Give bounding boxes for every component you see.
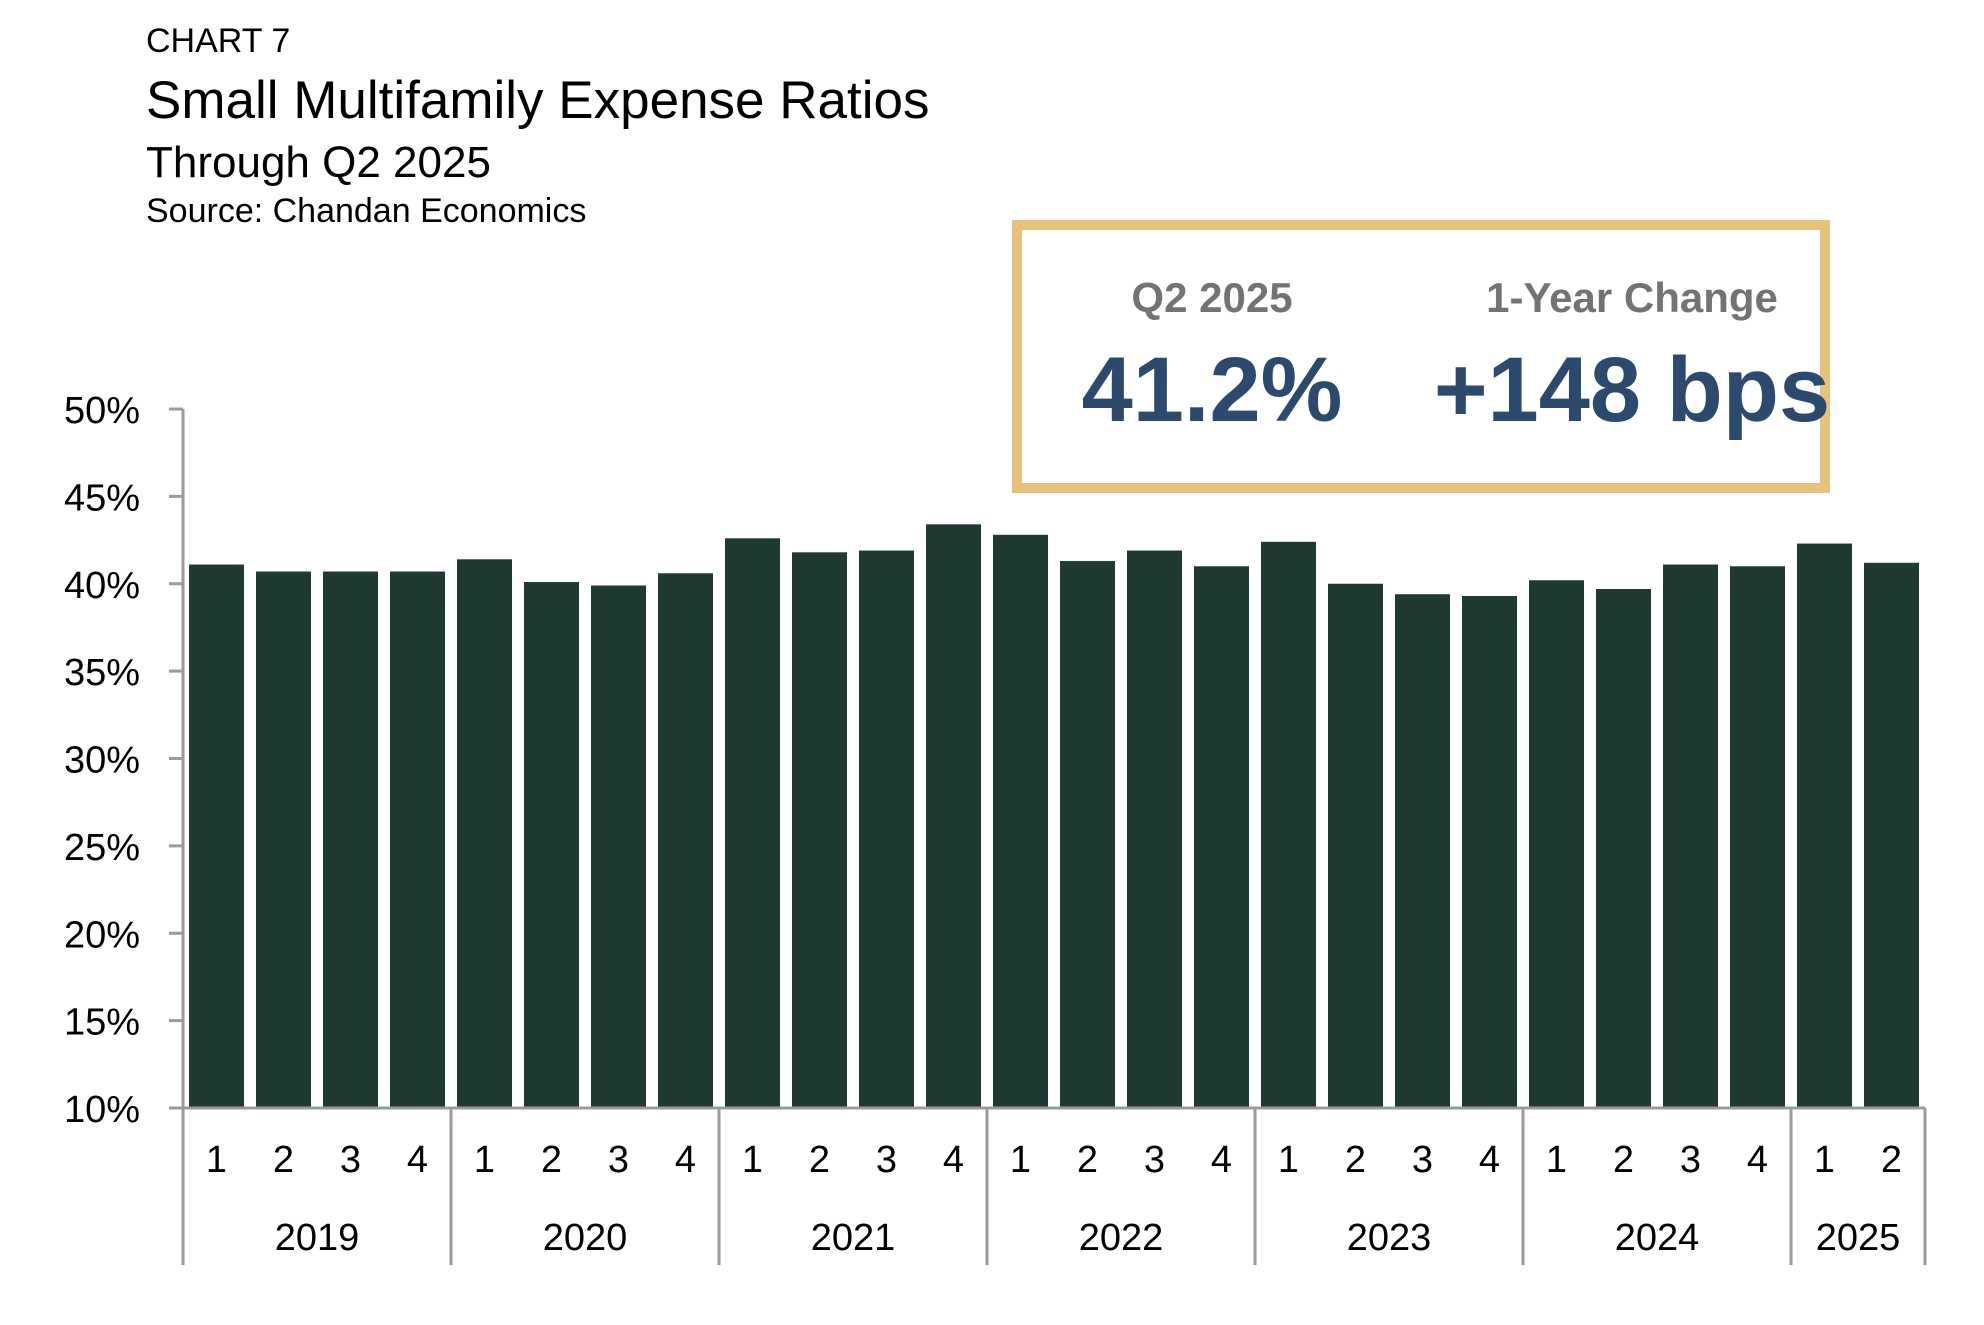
bar bbox=[1127, 550, 1182, 1108]
y-tick-label: 10% bbox=[64, 1089, 140, 1131]
y-tick-label: 15% bbox=[64, 1002, 140, 1044]
quarter-label: 4 bbox=[407, 1139, 428, 1181]
summary-callout: Q2 2025 41.2% 1-Year Change +148 bps bbox=[1012, 220, 1830, 493]
change-value: +148 bps bbox=[1433, 339, 1831, 441]
chart-subtitle: Through Q2 2025 bbox=[146, 138, 491, 187]
y-tick-label: 50% bbox=[64, 390, 140, 432]
quarter-label: 2 bbox=[541, 1139, 562, 1181]
current-value-label: Q2 2025 bbox=[1131, 274, 1293, 321]
bar bbox=[1395, 594, 1450, 1108]
y-tick-label: 25% bbox=[64, 827, 140, 869]
bar bbox=[390, 571, 445, 1108]
bar bbox=[1864, 562, 1919, 1108]
quarter-label: 2 bbox=[1881, 1139, 1902, 1181]
change-label: 1-Year Change bbox=[1486, 274, 1778, 321]
bar bbox=[457, 559, 512, 1108]
bar bbox=[1194, 566, 1249, 1108]
quarter-label: 2 bbox=[1345, 1139, 1366, 1181]
quarter-label: 4 bbox=[675, 1139, 696, 1181]
bar bbox=[323, 571, 378, 1108]
bar bbox=[524, 582, 579, 1108]
bar bbox=[926, 524, 981, 1108]
bar bbox=[792, 552, 847, 1108]
y-tick-label: 30% bbox=[64, 740, 140, 782]
quarter-label: 1 bbox=[206, 1139, 227, 1181]
bar bbox=[1328, 583, 1383, 1108]
bar bbox=[256, 571, 311, 1108]
quarter-label: 1 bbox=[1010, 1139, 1031, 1181]
quarter-label: 3 bbox=[1144, 1139, 1165, 1181]
quarter-label: 4 bbox=[1747, 1139, 1768, 1181]
bar bbox=[1261, 541, 1316, 1108]
year-label: 2024 bbox=[1615, 1217, 1700, 1259]
quarter-label: 4 bbox=[1479, 1139, 1500, 1181]
quarter-label: 1 bbox=[1814, 1139, 1835, 1181]
y-tick-label: 45% bbox=[64, 477, 140, 519]
bar bbox=[859, 550, 914, 1108]
year-label: 2020 bbox=[543, 1217, 628, 1259]
quarter-label: 2 bbox=[1613, 1139, 1634, 1181]
year-label: 2021 bbox=[811, 1217, 896, 1259]
y-tick-label: 40% bbox=[64, 565, 140, 607]
bar bbox=[1596, 588, 1651, 1108]
bar bbox=[993, 534, 1048, 1108]
chart-title: Small Multifamily Expense Ratios bbox=[146, 71, 930, 130]
bar bbox=[189, 564, 244, 1108]
quarter-label: 2 bbox=[273, 1139, 294, 1181]
current-value: 41.2% bbox=[1081, 339, 1343, 441]
quarter-label: 1 bbox=[742, 1139, 763, 1181]
quarter-label: 4 bbox=[1211, 1139, 1232, 1181]
bar bbox=[1663, 564, 1718, 1108]
bar bbox=[1730, 566, 1785, 1108]
bar bbox=[1797, 543, 1852, 1108]
bar bbox=[658, 573, 713, 1108]
chart-source: Source: Chandan Economics bbox=[146, 192, 587, 230]
bar bbox=[725, 538, 780, 1108]
quarter-label: 3 bbox=[876, 1139, 897, 1181]
quarter-label: 1 bbox=[1278, 1139, 1299, 1181]
y-tick-label: 20% bbox=[64, 914, 140, 956]
year-label: 2025 bbox=[1816, 1217, 1901, 1259]
quarter-label: 1 bbox=[1546, 1139, 1567, 1181]
quarter-label: 1 bbox=[474, 1139, 495, 1181]
quarter-label: 4 bbox=[943, 1139, 964, 1181]
quarter-label: 2 bbox=[809, 1139, 830, 1181]
quarter-label: 2 bbox=[1077, 1139, 1098, 1181]
bar bbox=[591, 585, 646, 1108]
year-label: 2023 bbox=[1347, 1217, 1432, 1259]
bar bbox=[1529, 580, 1584, 1108]
quarter-label: 3 bbox=[1680, 1139, 1701, 1181]
quarter-label: 3 bbox=[1412, 1139, 1433, 1181]
bar bbox=[1462, 595, 1517, 1108]
y-tick-label: 35% bbox=[64, 652, 140, 694]
chart-label: CHART 7 bbox=[146, 22, 291, 60]
year-label: 2019 bbox=[275, 1217, 360, 1259]
quarter-label: 3 bbox=[340, 1139, 361, 1181]
bar bbox=[1060, 561, 1115, 1108]
quarter-label: 3 bbox=[608, 1139, 629, 1181]
year-label: 2022 bbox=[1079, 1217, 1164, 1259]
